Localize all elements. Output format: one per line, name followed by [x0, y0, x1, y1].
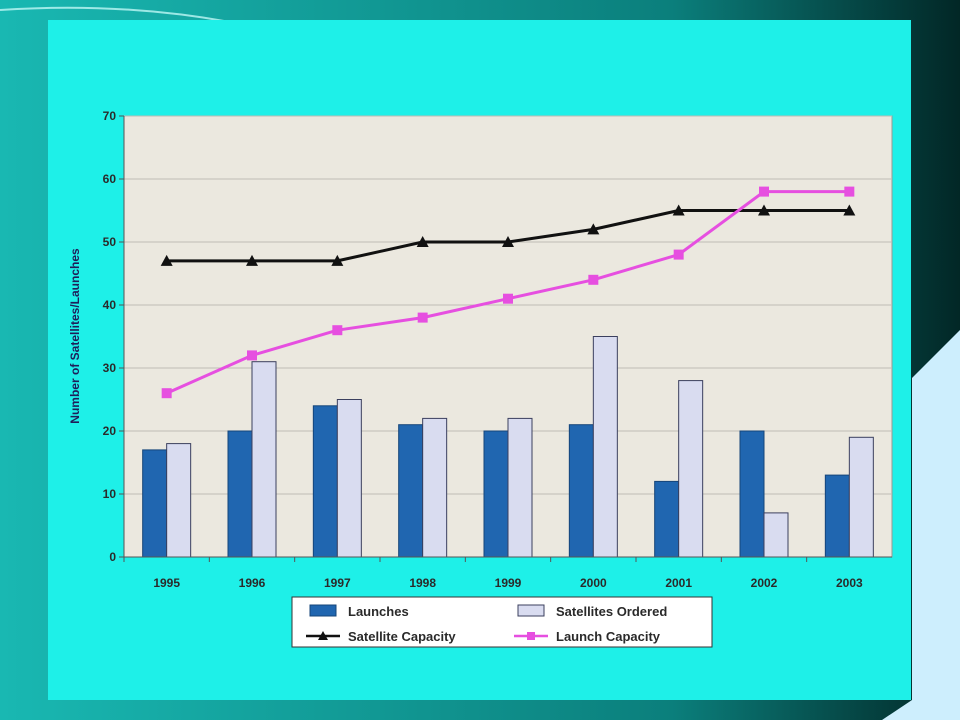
point-satellite-capacity — [160, 254, 173, 266]
y-tick-label: 0 — [109, 550, 116, 564]
x-tick-label: 2002 — [751, 576, 778, 590]
legend-launches-label: Launches — [348, 604, 409, 619]
point-satellite-capacity — [672, 204, 685, 216]
point-launch-capacity — [417, 312, 428, 323]
legend-satellites-ordered-swatch — [517, 604, 545, 617]
point-launch-capacity — [759, 186, 769, 197]
bar-satellites-ordered — [422, 417, 448, 558]
side-panel-shape — [882, 330, 960, 720]
x-tick-label: 1995 — [153, 576, 180, 590]
legend: Launches Satellites Ordered Satellite Capa… — [291, 596, 713, 648]
x-tick-label: 1996 — [239, 576, 266, 590]
bar-launches — [398, 424, 424, 558]
point-satellite-capacity — [758, 204, 770, 216]
legend-launch-capacity-swatch-marker — [527, 632, 535, 640]
legend-launch-capacity: Launch Capacity — [514, 629, 661, 644]
y-tick-label: 20 — [103, 424, 117, 438]
bar-satellites-ordered — [166, 443, 192, 558]
point-satellite-capacity — [843, 204, 856, 216]
point-launch-capacity — [588, 274, 599, 285]
y-axis-label: Number of Satellites/Launches — [68, 248, 82, 424]
legend-launches-swatch — [309, 604, 337, 617]
bar-launches — [483, 430, 509, 558]
chart-panel: 0 10 20 30 40 50 60 70 1995 1996 1997 1998 1999 2000 2… — [48, 20, 911, 700]
x-tick-label: 2000 — [580, 576, 607, 590]
y-tick-label: 60 — [103, 172, 117, 186]
bar-launches — [142, 449, 168, 558]
legend-satellites-ordered-label: Satellites Ordered — [556, 604, 667, 619]
bar-satellites-ordered — [507, 417, 533, 558]
bar-satellites-ordered — [848, 436, 874, 558]
bar-launches — [824, 474, 850, 558]
x-tick-label: 1999 — [495, 576, 522, 590]
point-satellite-capacity — [331, 254, 344, 266]
legend-satellite-capacity-swatch-marker — [318, 631, 328, 640]
bar-launches — [227, 430, 253, 558]
x-tick-label: 2001 — [665, 576, 692, 590]
point-satellite-capacity — [246, 254, 258, 266]
bar-launches — [312, 405, 338, 558]
y-tick-label: 40 — [103, 298, 117, 312]
bar-launches — [739, 430, 765, 558]
legend-launch-capacity-label: Launch Capacity — [556, 629, 661, 644]
bar-satellites-ordered — [763, 512, 789, 558]
x-tick-label: 1998 — [409, 576, 436, 590]
legend-satellite-capacity: Satellite Capacity — [306, 629, 456, 644]
point-satellite-capacity — [502, 236, 514, 247]
bar-launches — [654, 480, 680, 558]
point-launch-capacity — [503, 293, 513, 304]
point-launch-capacity — [332, 325, 343, 336]
point-satellite-capacity — [587, 223, 600, 235]
bar-satellites-ordered — [592, 336, 618, 558]
y-tick-label: 10 — [103, 487, 117, 501]
point-launch-capacity — [673, 249, 684, 260]
legend-launches: Launches — [309, 604, 409, 619]
chart: 0 10 20 30 40 50 60 70 1995 1996 1997 1998 1999 2000 2… — [68, 109, 893, 648]
y-tick-label: 70 — [103, 109, 117, 123]
bar-launches — [568, 424, 594, 558]
y-tick-label: 30 — [103, 361, 117, 375]
legend-satellite-capacity-label: Satellite Capacity — [348, 629, 456, 644]
x-tick-label: 2003 — [836, 576, 863, 590]
point-launch-capacity — [161, 388, 172, 399]
point-satellite-capacity — [416, 236, 429, 247]
bar-satellites-ordered — [678, 380, 704, 558]
x-tick-label: 1997 — [324, 576, 351, 590]
legend-satellites-ordered: Satellites Ordered — [517, 604, 667, 619]
point-launch-capacity — [844, 186, 855, 197]
bar-satellites-ordered — [336, 399, 362, 558]
point-launch-capacity — [247, 350, 257, 361]
bar-satellites-ordered — [251, 361, 277, 558]
y-tick-label: 50 — [103, 235, 117, 249]
